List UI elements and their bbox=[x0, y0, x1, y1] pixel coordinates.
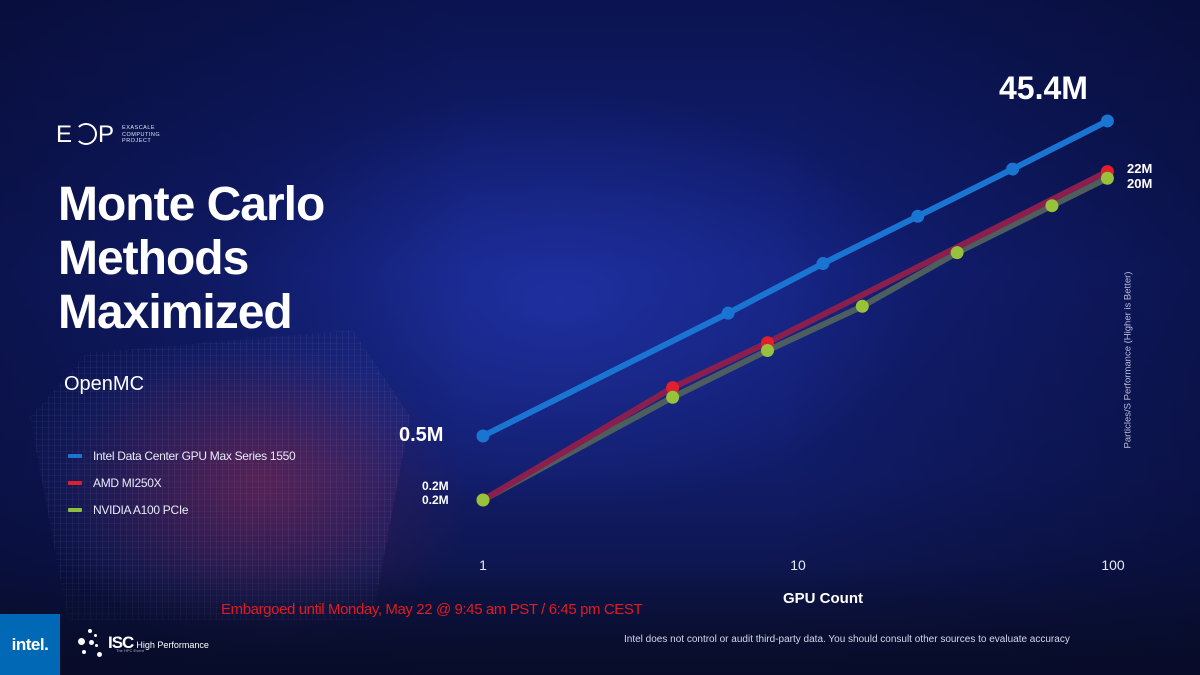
legend-item-nvidia: NVIDIA A100 PCIe bbox=[68, 496, 295, 523]
label-amd-end: 22M bbox=[1127, 161, 1153, 176]
isc-network-icon bbox=[76, 626, 106, 660]
title-line-1: Monte Carlo bbox=[58, 178, 325, 231]
data-point-green bbox=[760, 343, 774, 357]
x-tick-100: 100 bbox=[1101, 557, 1125, 573]
label-intel-end: 45.4M bbox=[999, 70, 1088, 106]
x-tick-10: 10 bbox=[790, 557, 806, 573]
data-point-green bbox=[666, 390, 680, 404]
chart-gridlines bbox=[380, 65, 1200, 390]
data-point-blue bbox=[911, 209, 925, 223]
legend-label: NVIDIA A100 PCIe bbox=[93, 502, 189, 517]
ecp-sub-line-3: PROJECT bbox=[122, 138, 152, 145]
embargo-notice: Embargoed until Monday, May 22 @ 9:45 am… bbox=[221, 601, 643, 618]
legend-swatch-red-icon bbox=[68, 480, 82, 485]
data-point-green bbox=[855, 299, 869, 313]
background-left-shade bbox=[0, 0, 470, 675]
slide-title: Monte Carlo Methods Maximized bbox=[58, 178, 388, 340]
chart-legend: Intel Data Center GPU Max Series 1550 AM… bbox=[68, 442, 296, 523]
legend-item-amd: AMD MI250X bbox=[68, 469, 295, 496]
data-point-blue bbox=[1100, 114, 1114, 128]
disclaimer-text: Intel does not control or audit third-pa… bbox=[624, 634, 1070, 645]
background-bottom-fade bbox=[0, 565, 1200, 675]
data-point-blue bbox=[721, 306, 735, 320]
legend-swatch-green-icon bbox=[68, 507, 82, 512]
data-point-green bbox=[950, 246, 964, 260]
data-point-red bbox=[666, 381, 680, 395]
legend-item-intel: Intel Data Center GPU Max Series 1550 bbox=[68, 442, 296, 469]
x-tick-1: 1 bbox=[479, 557, 487, 573]
title-line-3: Maximized bbox=[58, 286, 293, 339]
legend-label: Intel Data Center GPU Max Series 1550 bbox=[93, 448, 296, 463]
data-point-green bbox=[476, 493, 490, 507]
data-point-blue bbox=[476, 429, 490, 443]
slide-subtitle: OpenMC bbox=[64, 373, 145, 395]
data-point-green bbox=[1045, 199, 1059, 213]
series-line-red bbox=[480, 168, 1111, 504]
isc-small-text: The HPC Event bbox=[116, 648, 144, 653]
y-axis-label: Particles/S Performance (Higher is Bette… bbox=[1122, 271, 1134, 449]
label-nvidia-end: 20M bbox=[1127, 176, 1153, 191]
label-intel-start: 0.5M bbox=[399, 424, 444, 446]
chart-series-lines bbox=[480, 117, 1111, 504]
isc-name: ISC bbox=[108, 633, 134, 652]
ecp-ring-icon bbox=[75, 123, 98, 145]
label-amd-start: 0.2M bbox=[422, 479, 449, 493]
isc-tagline: High Performance bbox=[136, 640, 209, 650]
ecp-sub-line-1: EXASCALE bbox=[122, 125, 156, 132]
x-axis-label: GPU Count bbox=[783, 590, 863, 607]
chart-series-points bbox=[476, 114, 1114, 507]
label-nvidia-start: 0.2M bbox=[422, 493, 449, 507]
legend-swatch-blue-icon bbox=[68, 453, 82, 458]
title-line-2: Methods bbox=[58, 232, 249, 285]
ecp-logo-subtitle: EXASCALE COMPUTING PROJECT bbox=[122, 125, 160, 145]
data-point-blue bbox=[1006, 162, 1020, 176]
legend-label: AMD MI250X bbox=[93, 475, 162, 490]
intel-logo: intel. bbox=[0, 614, 60, 675]
data-point-blue bbox=[816, 257, 830, 271]
background-right-shade bbox=[780, 0, 1200, 675]
data-point-green bbox=[1100, 171, 1114, 185]
series-line-green bbox=[480, 175, 1111, 504]
isc-logo: ISC High Performance The HPC Event bbox=[76, 626, 209, 660]
series-line-blue bbox=[480, 117, 1111, 439]
ecp-sub-line-2: COMPUTING bbox=[122, 131, 161, 138]
